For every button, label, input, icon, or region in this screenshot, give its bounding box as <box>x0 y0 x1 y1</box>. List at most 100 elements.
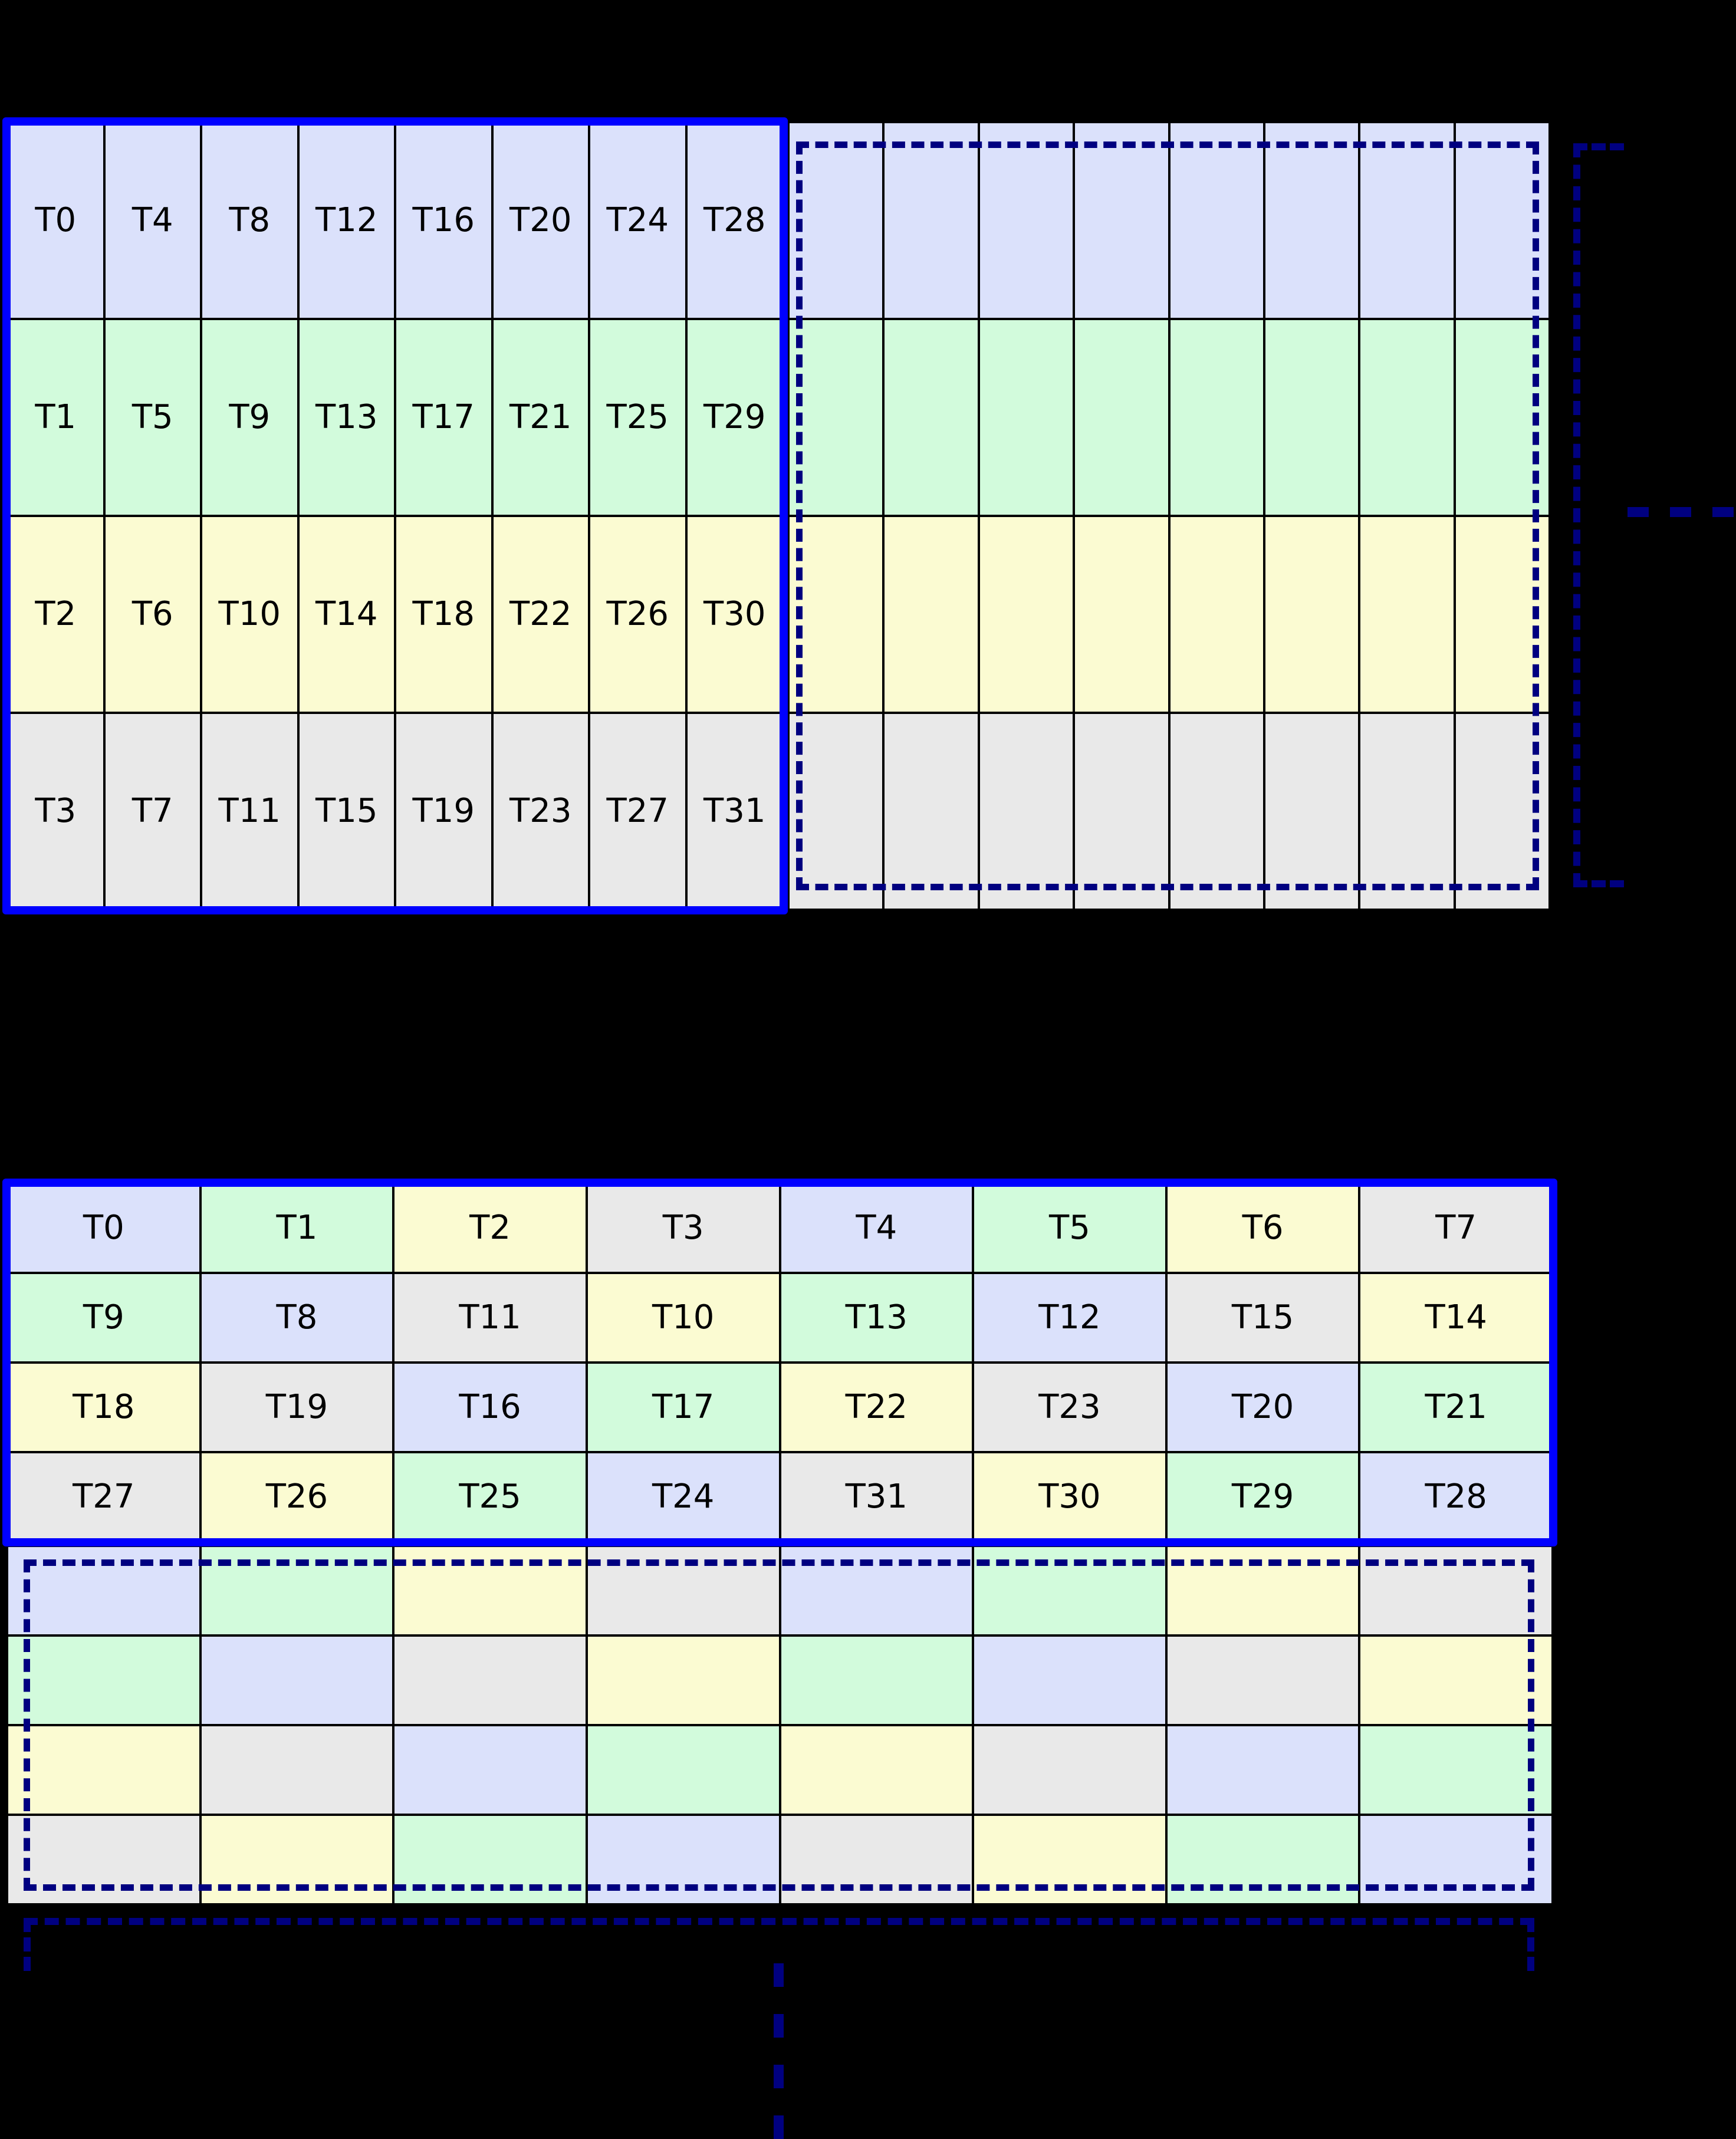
bottom-labeled-cell: T12 <box>974 1274 1165 1361</box>
bottom-labeled-cell: T21 <box>1360 1364 1551 1451</box>
continuation-dot <box>774 2065 784 2088</box>
bottom-labeled-cell: T26 <box>201 1453 393 1541</box>
bottom-unlabeled-cell <box>1360 1547 1551 1634</box>
top-labeled-cell: T8 <box>202 123 297 318</box>
bottom-unlabeled-cell <box>8 1637 199 1724</box>
top-labeled-cell: T26 <box>590 517 685 712</box>
bottom-unlabeled-cell <box>974 1637 1165 1724</box>
bottom-labeled-cell: T29 <box>1167 1453 1359 1541</box>
top-unlabeled-cell <box>1075 123 1168 318</box>
top-unlabeled-cell <box>1265 123 1359 318</box>
top-labeled-cell: T23 <box>493 714 588 909</box>
top-unlabeled-cell <box>979 517 1073 712</box>
bottom-unlabeled-cell <box>1360 1816 1551 1903</box>
bottom-labeled-cell: T19 <box>201 1364 393 1451</box>
top-labeled-cell: T11 <box>202 714 297 909</box>
bottom-labeled-cell: T8 <box>201 1274 393 1361</box>
bottom-labeled-cell: T24 <box>587 1453 779 1541</box>
bottom-continuation-dots <box>774 1963 784 2139</box>
bottom-labeled-cell: T27 <box>8 1453 199 1541</box>
continuation-dot <box>1670 507 1691 517</box>
top-unlabeled-cell <box>1170 517 1263 712</box>
top-labeled-cell: T12 <box>299 123 394 318</box>
top-unlabeled-cell <box>1360 123 1454 318</box>
bottom-labeled-cell: T28 <box>1360 1453 1551 1541</box>
continuation-dot <box>774 2014 784 2038</box>
continuation-dot <box>774 1963 784 1987</box>
bottom-labeled-cell: T4 <box>781 1184 972 1272</box>
bottom-unlabeled-cell <box>587 1726 779 1814</box>
top-unlabeled-cell <box>1360 320 1454 515</box>
top-labeled-cell: T2 <box>8 517 103 712</box>
bottom-unlabeled-cell <box>394 1816 586 1903</box>
top-labeled-cell: T24 <box>590 123 685 318</box>
bottom-unlabeled-cell <box>201 1726 393 1814</box>
bottom-labeled-cell: T25 <box>394 1453 586 1541</box>
top-unlabeled-cell <box>1455 714 1548 909</box>
top-labeled-cell: T18 <box>396 517 491 712</box>
top-unlabeled-cell <box>790 123 883 318</box>
bottom-unlabeled-cell <box>1360 1726 1551 1814</box>
bottom-unlabeled-cell <box>587 1637 779 1724</box>
bottom-labeled-cell: T22 <box>781 1364 972 1451</box>
top-unlabeled-cell <box>790 320 883 515</box>
top-labeled-cell: T30 <box>687 517 782 712</box>
top-labeled-cell: T22 <box>493 517 588 712</box>
bottom-labeled-cell: T6 <box>1167 1184 1359 1272</box>
bottom-labeled-cell: T16 <box>394 1364 586 1451</box>
top-unlabeled-cell <box>790 517 883 712</box>
bottom-unlabeled-cell <box>781 1637 972 1724</box>
top-labeled-cell: T21 <box>493 320 588 515</box>
bottom-unlabeled-cell <box>974 1726 1165 1814</box>
bottom-labeled-cell: T11 <box>394 1274 586 1361</box>
bottom-unlabeled-cell <box>974 1816 1165 1903</box>
top-labeled-cell: T20 <box>493 123 588 318</box>
top-labeled-cell: T15 <box>299 714 394 909</box>
bottom-labeled-cell: T20 <box>1167 1364 1359 1451</box>
top-labeled-cell: T3 <box>8 714 103 909</box>
top-unlabeled-cell <box>1455 320 1548 515</box>
top-labeled-cell: T31 <box>687 714 782 909</box>
bottom-labeled-cell: T17 <box>587 1364 779 1451</box>
top-unlabeled-cell <box>1170 714 1263 909</box>
bottom-unlabeled-thread-grid <box>6 1545 1554 1906</box>
top-labeled-cell: T0 <box>8 123 103 318</box>
top-unlabeled-cell <box>1360 517 1454 712</box>
top-unlabeled-cell <box>885 517 978 712</box>
top-labeled-cell: T17 <box>396 320 491 515</box>
top-unlabeled-cell <box>1075 714 1168 909</box>
continuation-dot <box>1712 507 1734 517</box>
bottom-unlabeled-cell <box>394 1726 586 1814</box>
bottom-labeled-cell: T23 <box>974 1364 1165 1451</box>
top-unlabeled-cell <box>979 123 1073 318</box>
bottom-labeled-cell: T2 <box>394 1184 586 1272</box>
top-unlabeled-cell <box>1075 320 1168 515</box>
bottom-unlabeled-cell <box>781 1547 972 1634</box>
bottom-labeled-cell: T5 <box>974 1184 1165 1272</box>
bottom-labeled-cell: T1 <box>201 1184 393 1272</box>
top-labeled-cell: T6 <box>105 517 200 712</box>
top-labeled-cell: T14 <box>299 517 394 712</box>
top-labeled-cell: T13 <box>299 320 394 515</box>
top-labeled-cell: T16 <box>396 123 491 318</box>
bottom-unlabeled-cell <box>8 1816 199 1903</box>
top-continuation-dots <box>1628 507 1736 517</box>
top-unlabeled-cell <box>1170 123 1263 318</box>
bottom-unlabeled-cell <box>587 1547 779 1634</box>
bottom-labeled-thread-grid: T0 T1 T2 T3 T4 T5 T6 T7 T9 T8 T11 T10 T13 T12 T15 T14 T1… <box>6 1182 1554 1543</box>
top-labeled-cell: T5 <box>105 320 200 515</box>
bottom-labeled-cell: T13 <box>781 1274 972 1361</box>
top-unlabeled-cell <box>1360 714 1454 909</box>
top-labeled-cell: T25 <box>590 320 685 515</box>
top-labeled-cell: T29 <box>687 320 782 515</box>
bottom-labeled-cell: T30 <box>974 1453 1165 1541</box>
top-unlabeled-cell <box>1455 517 1548 712</box>
bottom-unlabeled-cell <box>8 1726 199 1814</box>
top-unlabeled-thread-grid <box>787 121 1551 911</box>
top-labeled-cell: T27 <box>590 714 685 909</box>
top-unlabeled-cell <box>1265 714 1359 909</box>
bottom-unlabeled-cell <box>1360 1637 1551 1724</box>
bottom-labeled-cell: T31 <box>781 1453 972 1541</box>
bottom-unlabeled-cell <box>974 1547 1165 1634</box>
bottom-unlabeled-cell <box>781 1816 972 1903</box>
